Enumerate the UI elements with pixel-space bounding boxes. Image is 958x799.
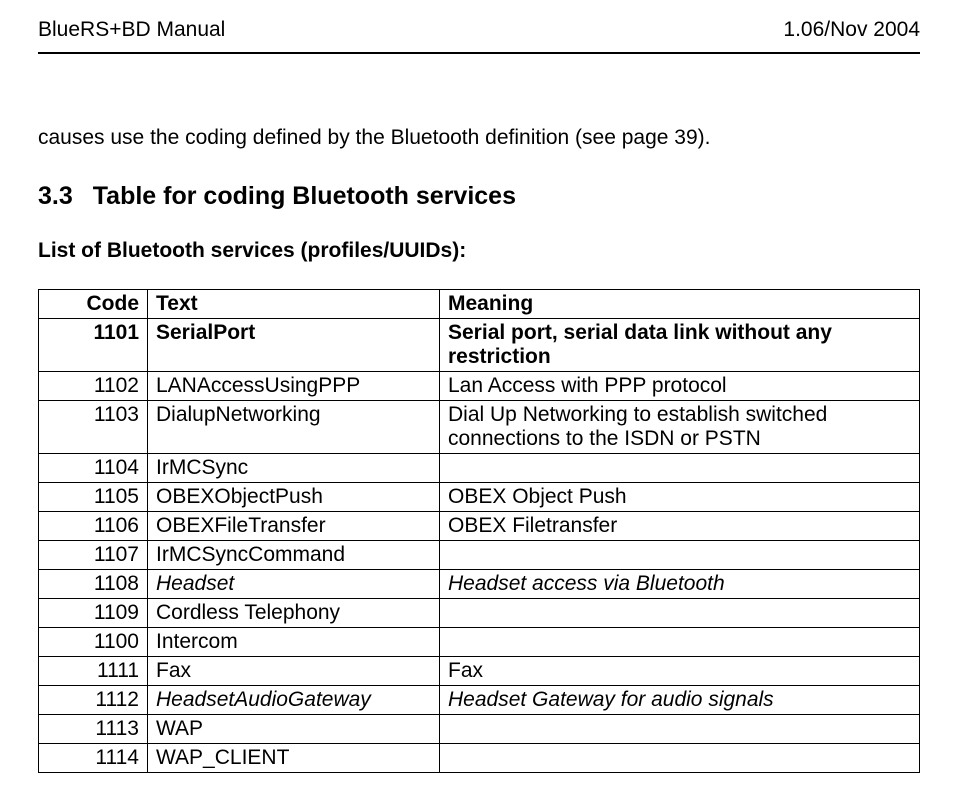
table-body: 1101 SerialPort Serial port, serial data… [39,319,920,773]
cell-code: 1100 [39,628,148,657]
cell-meaning: Headset Gateway for audio signals [440,686,920,715]
cell-meaning: OBEX Filetransfer [440,512,920,541]
cell-text: Fax [148,657,440,686]
bluetooth-services-table: Code Text Meaning 1101 SerialPort Serial… [38,289,920,773]
table-row: 1105 OBEXObjectPush OBEX Object Push [39,483,920,512]
table-row: 1104 IrMCSync [39,454,920,483]
cell-meaning: Headset access via Bluetooth [440,570,920,599]
col-header-meaning: Meaning [440,290,920,319]
cell-code: 1103 [39,401,148,454]
table-row: 1109 Cordless Telephony [39,599,920,628]
table-row: 1112 HeadsetAudioGateway Headset Gateway… [39,686,920,715]
section-number: 3.3 [38,182,73,211]
cell-meaning [440,541,920,570]
cell-text: Headset [148,570,440,599]
cell-meaning [440,454,920,483]
cell-code: 1105 [39,483,148,512]
cell-text: IrMCSync [148,454,440,483]
cell-meaning: Fax [440,657,920,686]
page-header: BlueRS+BD Manual 1.06/Nov 2004 [38,0,920,42]
cell-code: 1111 [39,657,148,686]
cell-text: OBEXObjectPush [148,483,440,512]
cell-meaning [440,628,920,657]
cell-meaning [440,715,920,744]
cell-code: 1114 [39,744,148,773]
table-row: 1107 IrMCSyncCommand [39,541,920,570]
header-rule [38,52,920,54]
section-heading: 3.3 Table for coding Bluetooth services [38,182,920,211]
cell-text: SerialPort [148,319,440,372]
cell-code: 1104 [39,454,148,483]
cell-meaning: Lan Access with PPP protocol [440,372,920,401]
cell-code: 1113 [39,715,148,744]
table-row: 1101 SerialPort Serial port, serial data… [39,319,920,372]
header-left: BlueRS+BD Manual [38,18,225,42]
table-row: 1108 Headset Headset access via Bluetoot… [39,570,920,599]
cell-code: 1106 [39,512,148,541]
cell-meaning: OBEX Object Push [440,483,920,512]
header-right: 1.06/Nov 2004 [783,18,920,42]
cell-code: 1102 [39,372,148,401]
cell-code: 1112 [39,686,148,715]
table-row: 1113 WAP [39,715,920,744]
cell-code: 1108 [39,570,148,599]
page: BlueRS+BD Manual 1.06/Nov 2004 causes us… [0,0,958,799]
cell-meaning: Serial port, serial data link without an… [440,319,920,372]
cell-meaning [440,599,920,628]
cell-code: 1107 [39,541,148,570]
col-header-code: Code [39,290,148,319]
cell-code: 1109 [39,599,148,628]
cell-text: Intercom [148,628,440,657]
cell-text: WAP_CLIENT [148,744,440,773]
cell-text: LANAccessUsingPPP [148,372,440,401]
list-heading: List of Bluetooth services (profiles/UUI… [38,239,920,263]
cell-text: WAP [148,715,440,744]
cell-text: Cordless Telephony [148,599,440,628]
table-row: 1103 DialupNetworking Dial Up Networking… [39,401,920,454]
section-title: Table for coding Bluetooth services [93,182,516,210]
cell-text: DialupNetworking [148,401,440,454]
cell-text: OBEXFileTransfer [148,512,440,541]
table-row: 1114 WAP_CLIENT [39,744,920,773]
cell-meaning: Dial Up Networking to establish switched… [440,401,920,454]
table-row: 1111 Fax Fax [39,657,920,686]
table-row: 1106 OBEXFileTransfer OBEX Filetransfer [39,512,920,541]
cell-code: 1101 [39,319,148,372]
cell-meaning [440,744,920,773]
cell-text: IrMCSyncCommand [148,541,440,570]
table-header-row: Code Text Meaning [39,290,920,319]
intro-paragraph: causes use the coding defined by the Blu… [38,124,920,152]
table-row: 1100 Intercom [39,628,920,657]
col-header-text: Text [148,290,440,319]
cell-text: HeadsetAudioGateway [148,686,440,715]
table-row: 1102 LANAccessUsingPPP Lan Access with P… [39,372,920,401]
